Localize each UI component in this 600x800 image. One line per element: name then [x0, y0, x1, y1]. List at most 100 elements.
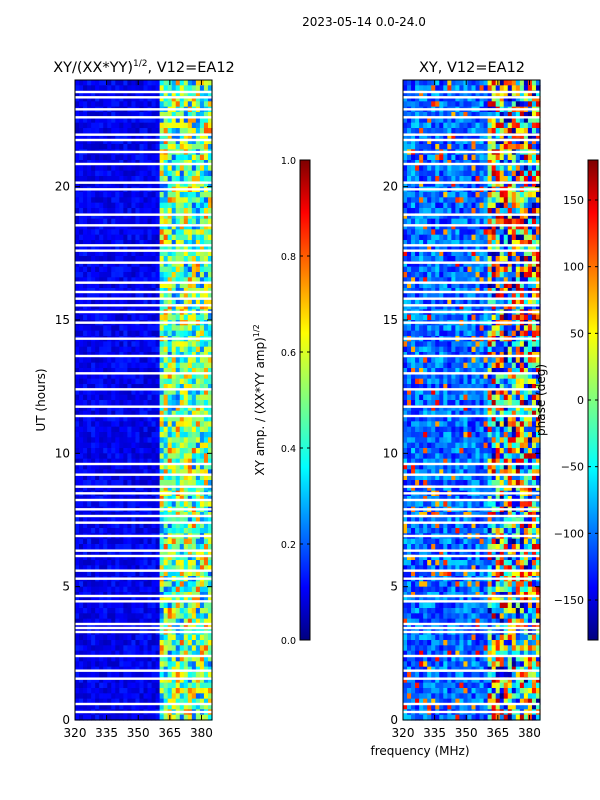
- panel1-heat-cell: [87, 112, 92, 118]
- panel2-heat-cell: [423, 165, 428, 172]
- panel1-heat-cell: [83, 250, 88, 257]
- panel1-heat-cell: [195, 517, 201, 524]
- panel1-heat-cell: [131, 464, 137, 470]
- panel1-heat-cell: [155, 464, 161, 470]
- panel1-heat-cell: [163, 165, 169, 172]
- panel1-heat-cell: [131, 138, 137, 145]
- panel1-heat-cell: [87, 208, 92, 214]
- panel1-heat-cell: [107, 560, 112, 566]
- panel1-heat-cell: [139, 357, 145, 364]
- panel1-heat-cell: [83, 122, 88, 129]
- panel1-heat-cell: [143, 714, 149, 721]
- panel2-heat-cell: [491, 181, 497, 188]
- panel2-heat-cell: [475, 144, 481, 150]
- panel1-heat-cell: [103, 229, 108, 236]
- panel1-heat-cell: [111, 176, 116, 182]
- panel2-heat-cell: [455, 133, 461, 140]
- panel1-heat-cell: [171, 192, 177, 198]
- panel1-heat-cell: [163, 480, 169, 486]
- panel1-flag-gap: [75, 304, 212, 307]
- panel1-heat-cell: [83, 128, 88, 134]
- panel1-heat-cell: [207, 202, 213, 209]
- panel1-heat-cell: [167, 208, 173, 214]
- panel1-heat-cell: [79, 213, 84, 220]
- panel1-heat-cell: [207, 586, 213, 593]
- panel2-heat-cell: [463, 165, 469, 172]
- panel1-heat-cell: [175, 480, 181, 486]
- panel1-heat-cell: [147, 661, 153, 668]
- panel1-flag-gap: [75, 462, 212, 466]
- panel1-heat-cell: [143, 645, 149, 652]
- panel1-heat-cell: [99, 282, 104, 289]
- panel1-heat-cell: [155, 517, 161, 524]
- panel1-heat-cell: [195, 80, 201, 86]
- panel1-heat-cell: [99, 341, 104, 348]
- panel1-heat-cell: [123, 410, 128, 417]
- panel2-heat-cell: [403, 197, 408, 204]
- panel1-heat-cell: [135, 432, 141, 438]
- panel1-heat-cell: [99, 80, 104, 86]
- panel1-heat-cell: [119, 458, 124, 465]
- panel1-heat-cell: [123, 714, 128, 721]
- panel1-heat-cell: [187, 250, 193, 257]
- panel1-heat-cell: [119, 522, 124, 529]
- panel1-heat-cell: [163, 128, 169, 134]
- panel1-heat-cell: [135, 656, 141, 662]
- panel1-heat-cell: [195, 426, 201, 433]
- panel2-heat-cell: [519, 90, 525, 97]
- panel1-heat-cell: [127, 304, 133, 310]
- panel1-heat-cell: [103, 442, 108, 449]
- panel1-heat-cell: [103, 256, 108, 262]
- panel1-heat-cell: [147, 554, 153, 561]
- panel2-heat-cell: [415, 181, 420, 188]
- panel1-heat-cell: [175, 85, 181, 92]
- panel1-heat-cell: [191, 208, 197, 214]
- panel1-heat-cell: [207, 293, 213, 300]
- panel1-heat-cell: [139, 272, 145, 278]
- panel2-heat-cell: [519, 128, 525, 134]
- panel1-heat-cell: [79, 458, 84, 465]
- panel1-heat-cell: [119, 144, 124, 150]
- panel2-heat-cell: [499, 80, 505, 86]
- panel1-heat-cell: [163, 144, 169, 150]
- panel1-heat-cell: [207, 480, 213, 486]
- panel1-heat-cell: [187, 442, 193, 449]
- panel1-heat-cell: [123, 176, 128, 182]
- panel1-heat-cell: [95, 560, 100, 566]
- panel2-heat-cell: [503, 90, 509, 97]
- panel1-heat-cell: [119, 714, 124, 721]
- panel1-heat-cell: [191, 112, 197, 118]
- panel1-heat-cell: [183, 549, 189, 556]
- panel2-heat-cell: [491, 176, 497, 182]
- panel1-heat-cell: [163, 640, 169, 646]
- panel1-heat-cell: [207, 400, 213, 406]
- panel2-heat-cell: [515, 176, 521, 182]
- panel1-heat-cell: [179, 501, 185, 508]
- panel1-heat-cell: [167, 85, 173, 92]
- panel1-heat-cell: [115, 250, 120, 257]
- panel2-heat-cell: [467, 96, 473, 102]
- panel1-heat-cell: [115, 554, 120, 561]
- panel1-heat-cell: [91, 581, 96, 588]
- panel1-heat-cell: [147, 202, 153, 209]
- panel1-heat-cell: [95, 474, 100, 481]
- panel1-heat-cell: [155, 410, 161, 417]
- panel1-heat-cell: [139, 394, 145, 401]
- panel1-heat-cell: [83, 560, 88, 566]
- panel1-heat-cell: [187, 384, 193, 390]
- panel1-heat-cell: [179, 405, 185, 412]
- panel1-heat-cell: [155, 170, 161, 177]
- panel1-heat-cell: [155, 234, 161, 241]
- panel1-heat-cell: [75, 133, 80, 140]
- panel1-heat-cell: [79, 608, 84, 614]
- panel1-heat-cell: [111, 602, 116, 609]
- panel1-heat-cell: [143, 170, 149, 177]
- panel1-heat-cell: [115, 208, 120, 214]
- panel1-heat-cell: [207, 650, 213, 657]
- panel1-heat-cell: [87, 261, 92, 268]
- panel1-heat-cell: [87, 389, 92, 396]
- panel1-heat-cell: [171, 400, 177, 406]
- colorbar1-label: XY amp. / (XX*YY amp)1/2: [252, 324, 267, 475]
- panel1-heat-cell: [99, 277, 104, 284]
- panel1-heat-cell: [87, 693, 92, 700]
